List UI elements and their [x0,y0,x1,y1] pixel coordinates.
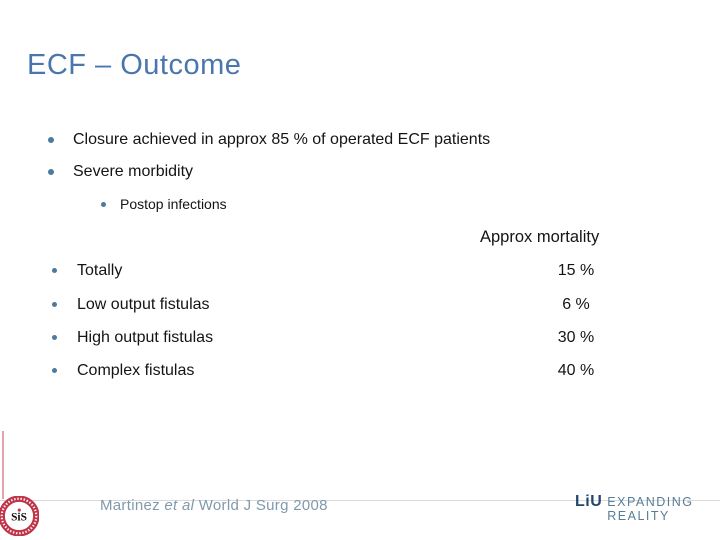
bullet-icon [52,302,57,307]
bullet-icon [48,137,54,143]
mortality-row-value: 40 % [557,362,595,379]
mortality-row-value: 6 % [562,296,590,313]
liu-logo: LiU EXPANDING REALITY [575,493,720,523]
mortality-row-value: 15 % [557,262,595,279]
bullet-item: Closure achieved in approx 85 % of opera… [73,131,491,148]
bullet-icon [52,335,57,340]
liu-logo-mark: LiU [575,493,603,510]
slide-title: ECF – Outcome [27,49,242,81]
citation-authors: Martinez [100,497,165,514]
mortality-row-label: High output fistulas [77,329,214,346]
footer-divider [0,500,720,501]
bullet-item: Severe morbidity [73,163,194,180]
sub-bullet-icon [101,202,106,207]
svg-text:SiS: SiS [11,512,27,524]
mortality-row-value: 30 % [557,329,595,346]
liu-logo-tagline: EXPANDING REALITY [607,495,694,523]
mortality-column-header: Approx mortality [480,228,600,246]
citation: Martinez et al World J Surg 2008 [100,497,328,514]
bullet-icon [52,368,57,373]
left-accent-line [2,431,4,499]
mortality-row-label: Complex fistulas [77,362,195,379]
citation-et-al: et al [164,497,195,514]
mortality-row-label: Totally [77,262,123,279]
mortality-row-label: Low output fistulas [77,296,210,313]
university-seal-icon: SiS [0,496,39,536]
sub-bullet-item: Postop infections [120,196,227,212]
bullet-icon [52,268,57,273]
bullet-icon [48,169,54,175]
citation-journal: World J Surg 2008 [194,497,328,514]
